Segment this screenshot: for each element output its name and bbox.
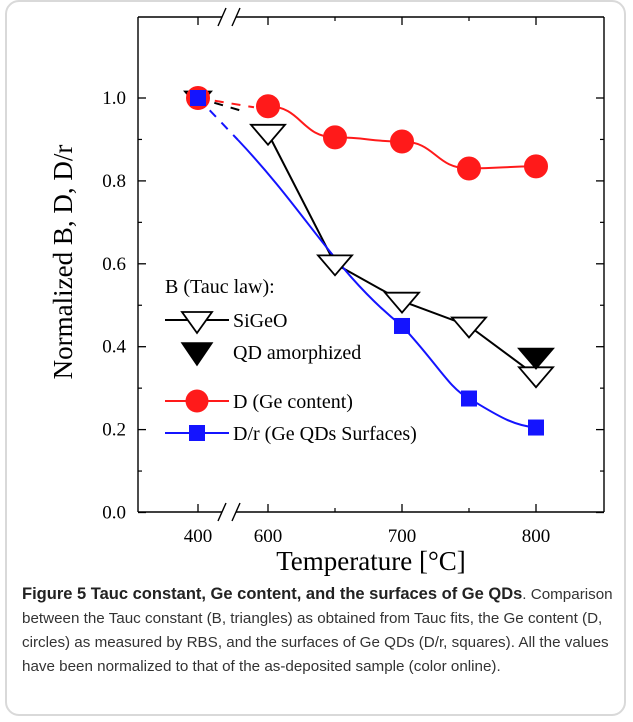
y-tick-label: 0.6 — [102, 254, 126, 275]
caption-title: Figure 5 Tauc constant, Ge content, and … — [22, 585, 523, 603]
d-marker — [256, 94, 280, 119]
dr-marker — [394, 317, 410, 334]
d-marker — [524, 154, 548, 179]
legend-label-dr: D/r (Ge QDs Surfaces) — [233, 423, 417, 445]
sigeo-marker — [383, 291, 421, 314]
sigeo-marker — [249, 123, 287, 147]
series-sigeo-line — [267, 132, 537, 377]
d-marker — [457, 156, 481, 181]
d-marker — [323, 125, 347, 150]
legend-label-d: D (Ge content) — [233, 391, 353, 413]
legend-dr-marker — [189, 425, 205, 441]
legend-label-qd_amorphized: QD amorphized — [233, 342, 361, 364]
legend-qd-marker — [180, 342, 214, 367]
x-tick-label: 700 — [388, 526, 417, 547]
legend-label-sigeo: SiGeO — [233, 310, 287, 332]
sigeo-marker — [450, 316, 488, 339]
legend-sigeo-marker — [180, 311, 214, 335]
y-axis-label: Normalized B, D, D/r — [48, 145, 78, 380]
x-tick-label: 800 — [522, 526, 551, 547]
figure-caption: Figure 5 Tauc constant, Ge content, and … — [22, 582, 618, 679]
y-tick-label: 0.2 — [102, 420, 126, 441]
legend-group-title: B (Tauc law): — [165, 276, 275, 298]
y-tick-label: 0.8 — [102, 171, 126, 192]
dr-marker — [461, 390, 477, 407]
qd-amorphized-marker — [517, 347, 555, 370]
dr-marker — [528, 419, 544, 436]
y-tick-label: 0.4 — [102, 337, 126, 358]
y-tick-label: 1.0 — [102, 88, 126, 109]
caption-body: . Comparison between the Tauc constant (… — [22, 586, 613, 675]
axis-break-mark — [217, 502, 227, 522]
d-marker — [390, 129, 414, 154]
x-axis-label: Temperature [°C] — [276, 546, 466, 576]
axis-break-mark — [231, 502, 241, 522]
y-tick-label: 0.0 — [102, 503, 126, 524]
axis-break-mark — [217, 7, 227, 27]
figure-frame — [5, 0, 626, 716]
x-tick-label: 600 — [254, 526, 283, 547]
series-dr-line — [237, 139, 537, 429]
axis-break-mark — [231, 7, 241, 27]
legend-d-marker — [185, 389, 209, 413]
sigeo-marker — [517, 366, 555, 389]
sigeo-marker — [316, 254, 354, 277]
dr-marker — [190, 90, 206, 106]
x-tick-label: 400 — [184, 526, 213, 547]
